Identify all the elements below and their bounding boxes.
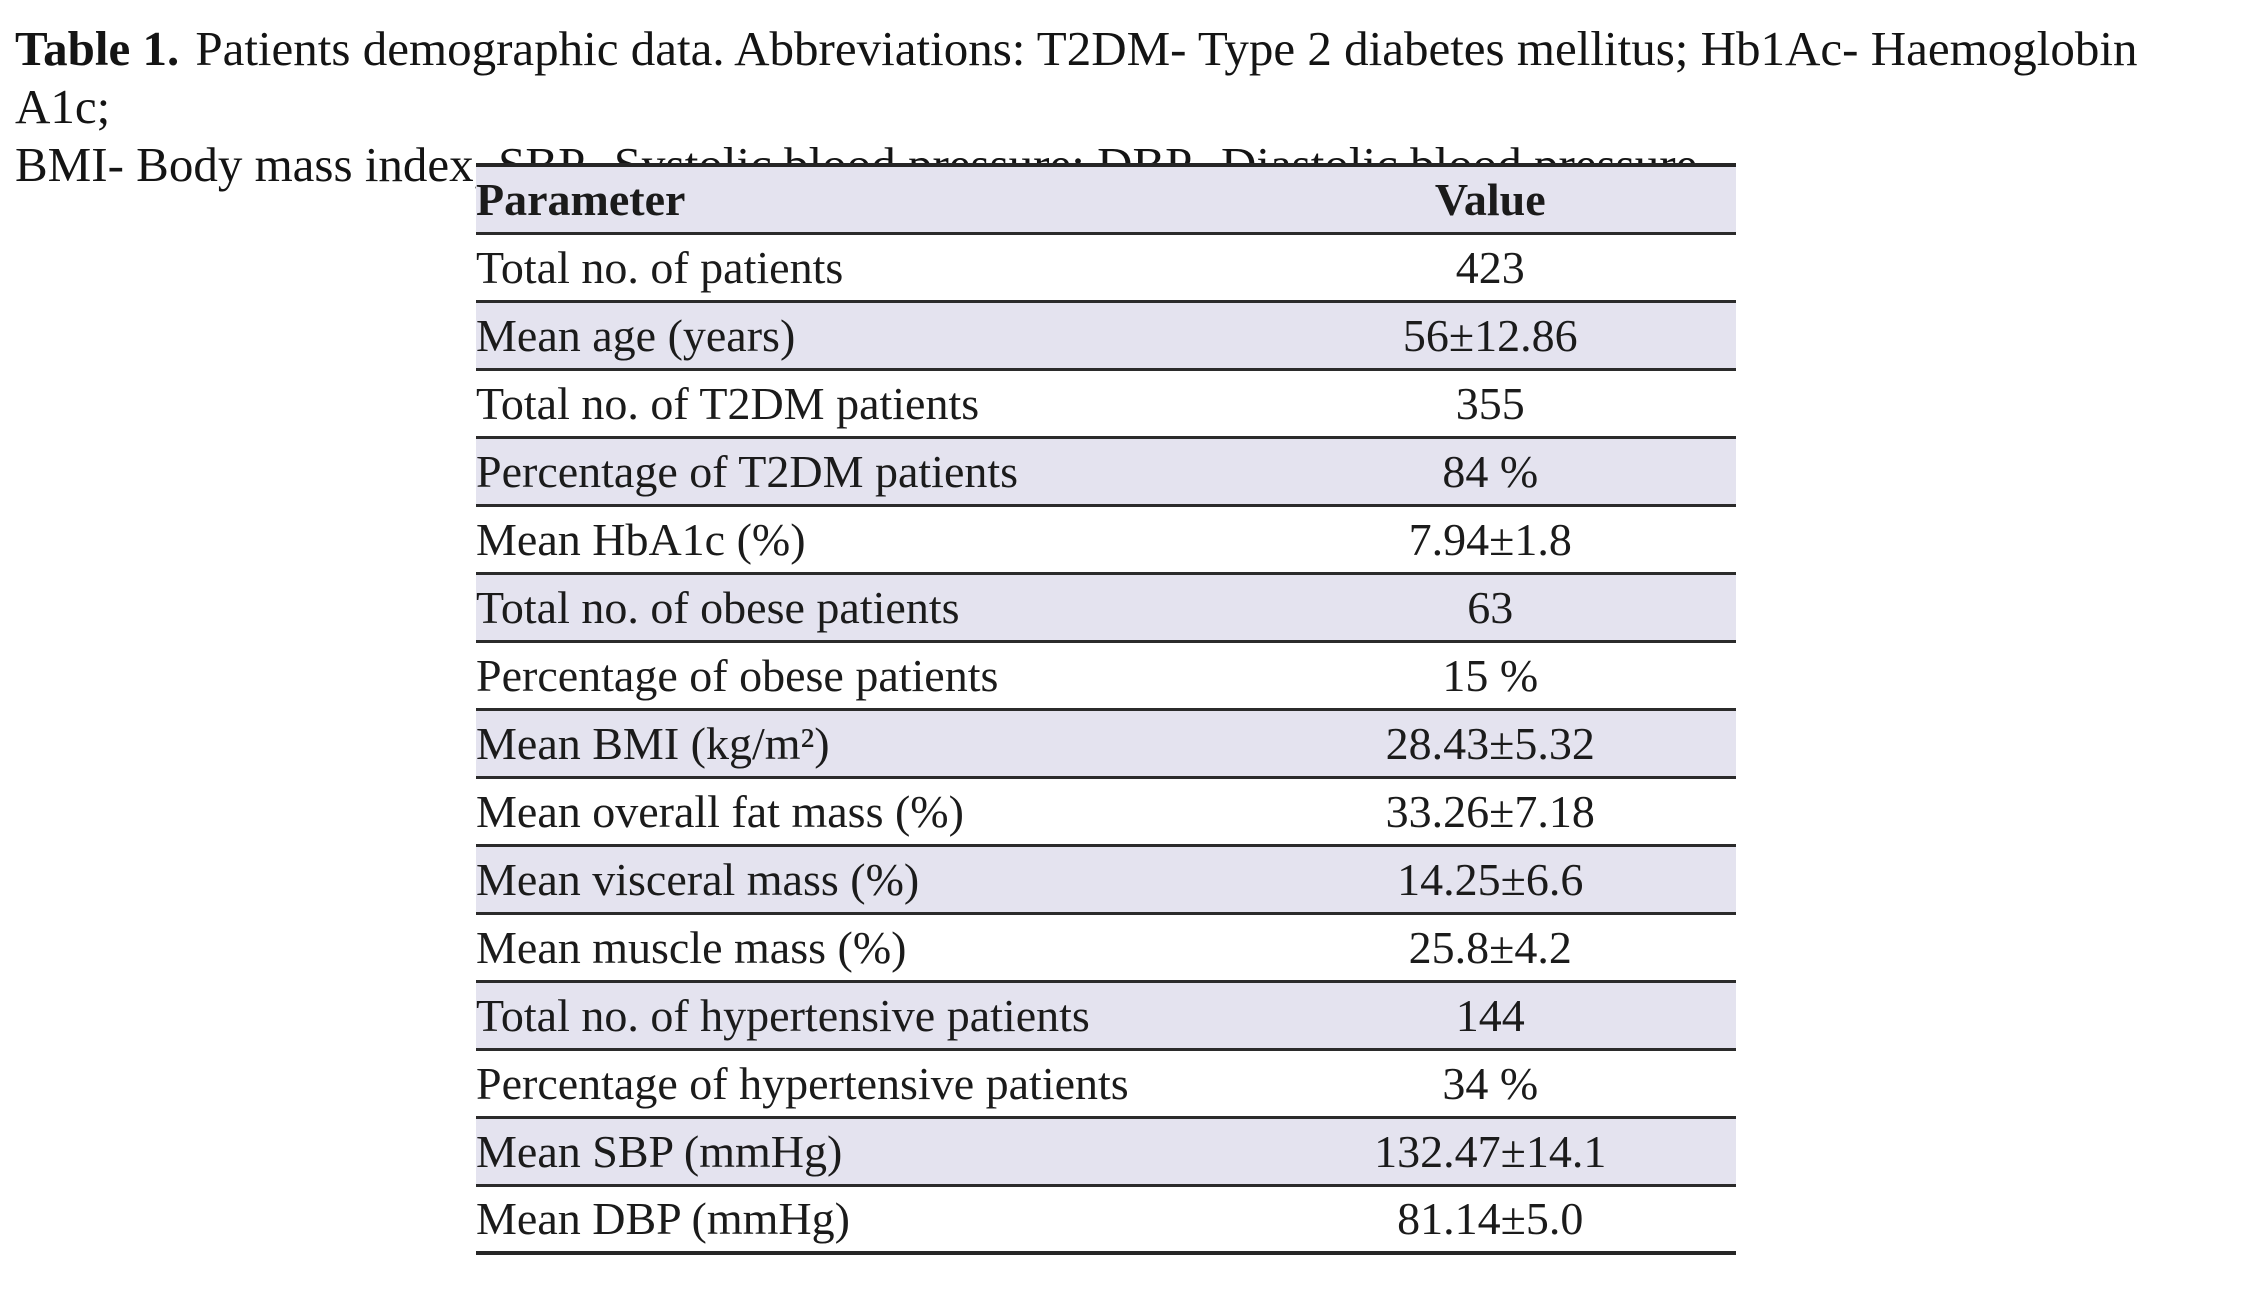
caption-line-1: Table 1. Patients demographic data. Abbre… xyxy=(15,20,2235,136)
parameter-cell: Total no. of obese patients xyxy=(476,571,1245,643)
parameter-cell: Mean HbA1c (%) xyxy=(476,503,1245,575)
caption-text-1: Patients demographic data. Abbreviations… xyxy=(15,21,2138,134)
parameter-cell: Percentage of obese patients xyxy=(476,639,1245,711)
parameter-cell: Percentage of T2DM patients xyxy=(476,435,1245,507)
value-cell: 132.47±14.1 xyxy=(1244,1115,1736,1187)
table-row: Percentage of hypertensive patients 34 % xyxy=(476,1047,1736,1119)
value-cell: 7.94±1.8 xyxy=(1244,503,1736,575)
table-header-row: Parameter Value xyxy=(476,163,1736,235)
table-row: Mean HbA1c (%) 7.94±1.8 xyxy=(476,503,1736,575)
value-cell: 81.14±5.0 xyxy=(1244,1183,1736,1255)
table-row: Total no. of patients 423 xyxy=(476,231,1736,303)
parameter-cell: Mean DBP (mmHg) xyxy=(476,1183,1245,1255)
parameter-cell: Mean age (years) xyxy=(476,299,1245,371)
value-cell: 423 xyxy=(1244,231,1736,303)
caption-table-number: Table 1. xyxy=(15,21,180,76)
parameter-cell: Mean BMI (kg/m²) xyxy=(476,707,1245,779)
value-cell: 34 % xyxy=(1244,1047,1736,1119)
header-value: Value xyxy=(1244,163,1736,235)
value-cell: 56±12.86 xyxy=(1244,299,1736,371)
table-row: Percentage of T2DM patients 84 % xyxy=(476,435,1736,507)
value-cell: 84 % xyxy=(1244,435,1736,507)
value-cell: 15 % xyxy=(1244,639,1736,711)
table-row: Mean DBP (mmHg) 81.14±5.0 xyxy=(476,1183,1736,1255)
parameter-cell: Percentage of hypertensive patients xyxy=(476,1047,1245,1119)
table-row: Mean visceral mass (%) 14.25±6.6 xyxy=(476,843,1736,915)
parameter-cell: Total no. of T2DM patients xyxy=(476,367,1245,439)
table-row: Percentage of obese patients 15 % xyxy=(476,639,1736,711)
header-parameter: Parameter xyxy=(476,163,1245,235)
table-row: Mean overall fat mass (%) 33.26±7.18 xyxy=(476,775,1736,847)
table-row: Mean age (years) 56±12.86 xyxy=(476,299,1736,371)
table-row: Mean BMI (kg/m²) 28.43±5.32 xyxy=(476,707,1736,779)
parameter-cell: Mean muscle mass (%) xyxy=(476,911,1245,983)
value-cell: 144 xyxy=(1244,979,1736,1051)
value-cell: 355 xyxy=(1244,367,1736,439)
value-cell: 33.26±7.18 xyxy=(1244,775,1736,847)
parameter-cell: Total no. of hypertensive patients xyxy=(476,979,1245,1051)
value-cell: 28.43±5.32 xyxy=(1244,707,1736,779)
table-row: Mean muscle mass (%) 25.8±4.2 xyxy=(476,911,1736,983)
parameter-cell: Mean visceral mass (%) xyxy=(476,843,1245,915)
value-cell: 14.25±6.6 xyxy=(1244,843,1736,915)
parameter-cell: Mean SBP (mmHg) xyxy=(476,1115,1245,1187)
table-body: Total no. of patients 423 Mean age (years)… xyxy=(476,231,1736,1255)
parameter-cell: Mean overall fat mass (%) xyxy=(476,775,1245,847)
value-cell: 25.8±4.2 xyxy=(1244,911,1736,983)
table-row: Total no. of obese patients 63 xyxy=(476,571,1736,643)
value-cell: 63 xyxy=(1244,571,1736,643)
parameter-cell: Total no. of patients xyxy=(476,231,1245,303)
table-row: Total no. of T2DM patients 355 xyxy=(476,367,1736,439)
demographics-table: Parameter Value Total no. of patients 423… xyxy=(476,163,1736,1255)
table-row: Total no. of hypertensive patients 144 xyxy=(476,979,1736,1051)
table-row: Mean SBP (mmHg) 132.47±14.1 xyxy=(476,1115,1736,1187)
